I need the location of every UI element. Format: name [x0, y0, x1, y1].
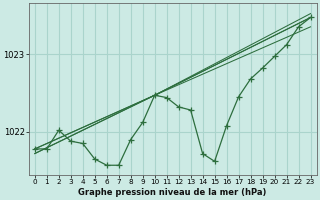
X-axis label: Graphe pression niveau de la mer (hPa): Graphe pression niveau de la mer (hPa)	[78, 188, 267, 197]
